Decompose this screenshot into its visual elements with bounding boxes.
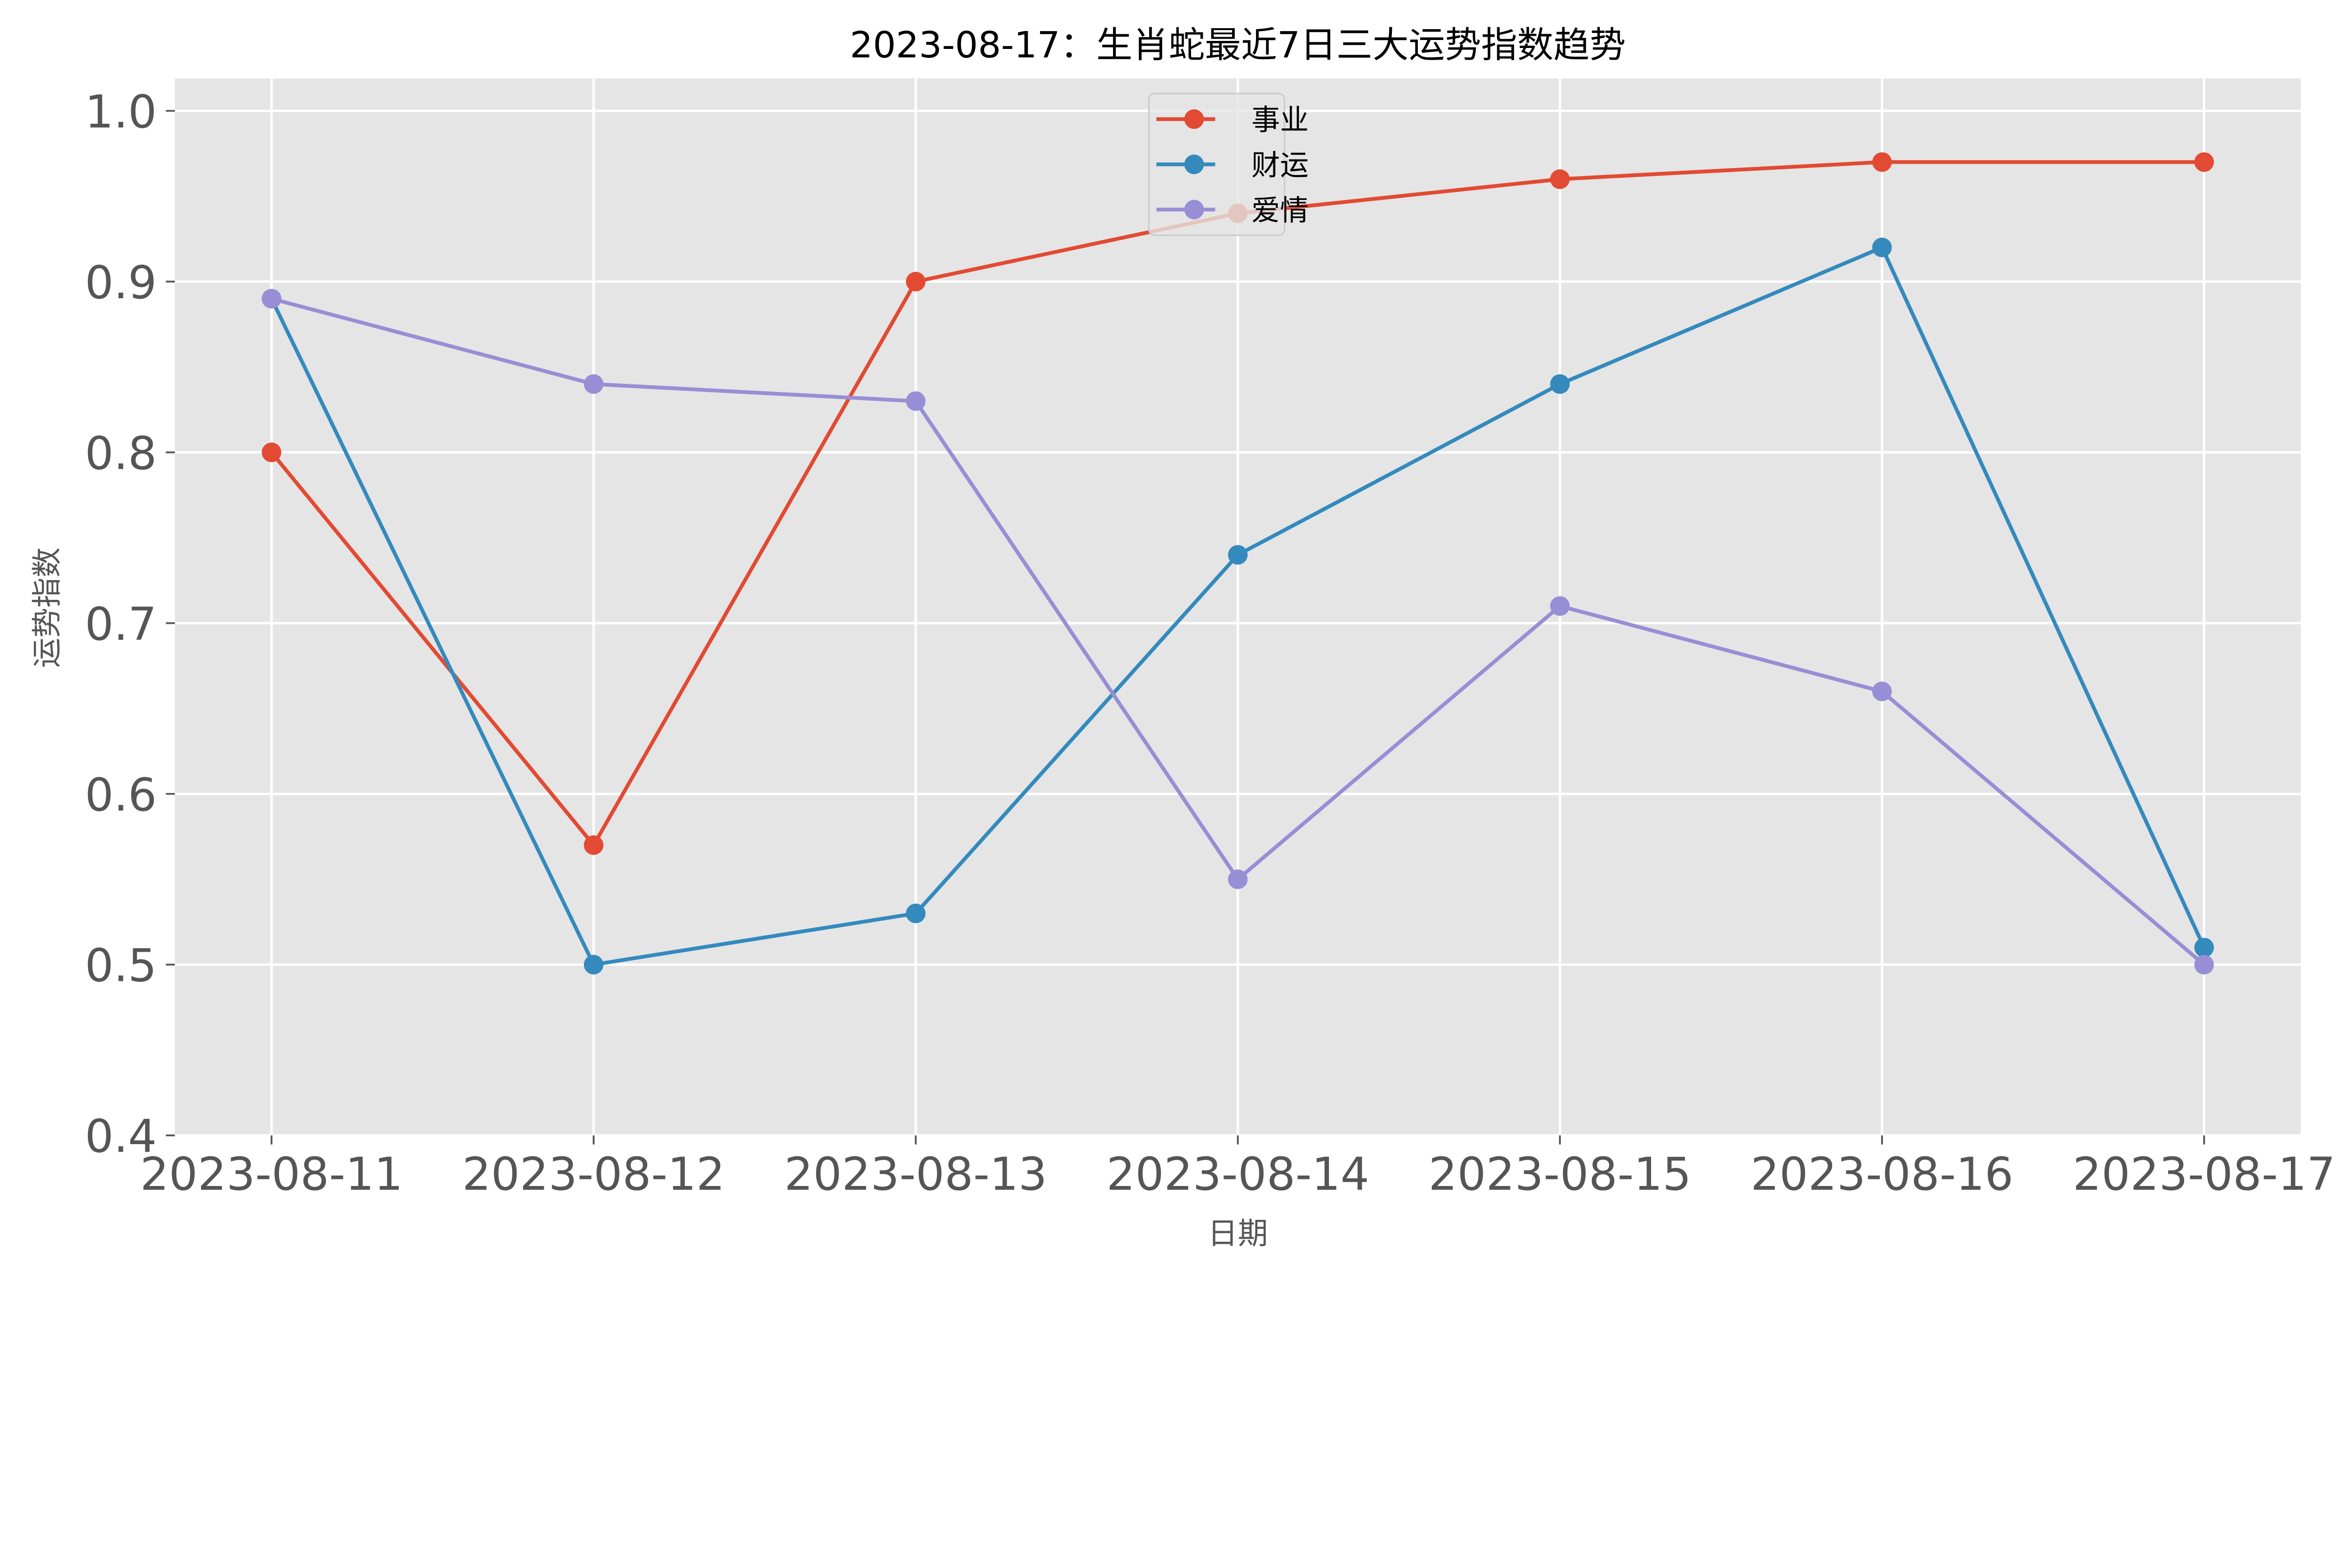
data-point — [1228, 869, 1248, 889]
x-tick-label: 2023-08-16 — [1751, 1148, 2014, 1201]
y-tick-label: 0.4 — [85, 1110, 157, 1163]
x-tick-label: 2023-08-17 — [2073, 1148, 2336, 1201]
legend-marker — [1184, 109, 1204, 129]
data-point — [584, 374, 604, 394]
x-tick-label: 2023-08-12 — [462, 1148, 725, 1201]
legend-label: 爱情 — [1251, 194, 1309, 227]
data-point — [906, 391, 926, 411]
chart-title: 2023-08-17：生肖蛇最近7日三大运势指数趋势 — [850, 24, 1626, 66]
data-point — [1228, 545, 1248, 565]
legend-box — [1148, 93, 1286, 236]
x-tick-label: 2023-08-14 — [1106, 1148, 1369, 1201]
line-chart: 2023-08-17：生肖蛇最近7日三大运势指数趋势 2023-08-11 202… — [30, 24, 2336, 1251]
data-point — [1872, 681, 1892, 701]
x-tick-label: 2023-08-11 — [140, 1148, 403, 1201]
data-point — [2194, 152, 2214, 172]
series-lines — [262, 152, 2214, 975]
data-point — [1550, 374, 1570, 394]
y-tick-label: 0.8 — [85, 427, 157, 480]
legend-label: 财运 — [1251, 149, 1309, 182]
y-tick-label: 1.0 — [85, 86, 157, 138]
legend-marker — [1184, 154, 1204, 175]
data-point — [1550, 169, 1570, 189]
data-point — [906, 903, 926, 923]
data-point — [262, 442, 282, 462]
data-point — [906, 271, 926, 292]
data-point — [2194, 938, 2214, 958]
data-point — [1872, 152, 1892, 172]
y-tick-label: 0.6 — [85, 769, 157, 821]
data-point — [1550, 596, 1570, 616]
data-point — [584, 955, 604, 975]
y-tick-label: 0.7 — [85, 598, 157, 651]
data-point — [2194, 955, 2214, 975]
legend-marker — [1184, 199, 1204, 220]
data-point — [1872, 238, 1892, 257]
y-tick-label: 0.9 — [85, 256, 157, 309]
y-axis-label: 运势指数 — [30, 547, 65, 668]
x-tick-label: 2023-08-15 — [1429, 1148, 1692, 1201]
x-axis-label: 日期 — [1208, 1217, 1268, 1251]
axis-ticks: 2023-08-11 2023-08-12 2023-08-13 2023-08-14… — [85, 86, 2336, 1201]
y-tick-label: 0.5 — [85, 939, 157, 992]
data-point — [584, 835, 604, 855]
legend-label: 事业 — [1251, 103, 1309, 137]
x-tick-label: 2023-08-13 — [784, 1148, 1047, 1201]
data-point — [262, 289, 282, 309]
